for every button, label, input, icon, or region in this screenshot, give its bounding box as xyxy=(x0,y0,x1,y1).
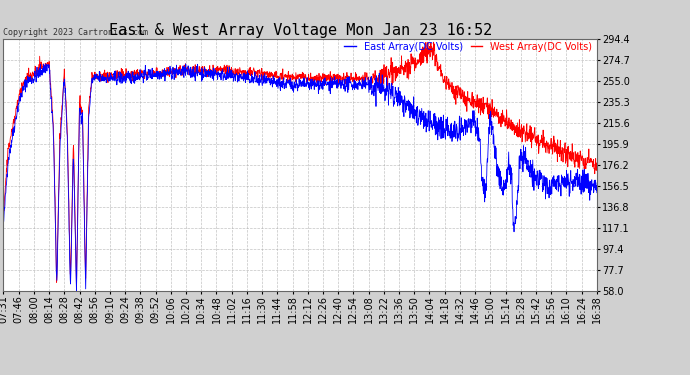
West Array(DC Volts) xyxy=(467,104,475,108)
West Array(DC Volts) xyxy=(576,149,584,153)
East Array(DC Volts) xyxy=(288,84,297,88)
West Array(DC Volts) xyxy=(30,71,38,76)
West Array(DC Volts) xyxy=(273,71,281,75)
East Array(DC Volts) xyxy=(467,118,475,123)
Line: East Array(DC Volts): East Array(DC Volts) xyxy=(3,64,597,291)
East Array(DC Volts) xyxy=(0,221,8,225)
West Array(DC Volts) xyxy=(575,158,584,163)
Legend: East Array(DC Volts), West Array(DC Volts): East Array(DC Volts), West Array(DC Volt… xyxy=(344,42,592,52)
West Array(DC Volts) xyxy=(72,286,81,290)
Line: West Array(DC Volts): West Array(DC Volts) xyxy=(3,42,597,288)
West Array(DC Volts) xyxy=(593,162,601,166)
East Array(DC Volts) xyxy=(72,288,81,293)
East Array(DC Volts) xyxy=(576,180,584,184)
East Array(DC Volts) xyxy=(273,84,281,89)
East Array(DC Volts) xyxy=(593,190,601,195)
East Array(DC Volts) xyxy=(575,172,584,177)
West Array(DC Volts) xyxy=(0,216,8,220)
Text: Copyright 2023 Cartronics.com: Copyright 2023 Cartronics.com xyxy=(3,28,148,37)
West Array(DC Volts) xyxy=(288,72,297,76)
West Array(DC Volts) xyxy=(429,40,437,44)
East Array(DC Volts) xyxy=(30,77,38,81)
Title: East & West Array Voltage Mon Jan 23 16:52: East & West Array Voltage Mon Jan 23 16:… xyxy=(108,23,492,38)
East Array(DC Volts) xyxy=(41,62,50,66)
